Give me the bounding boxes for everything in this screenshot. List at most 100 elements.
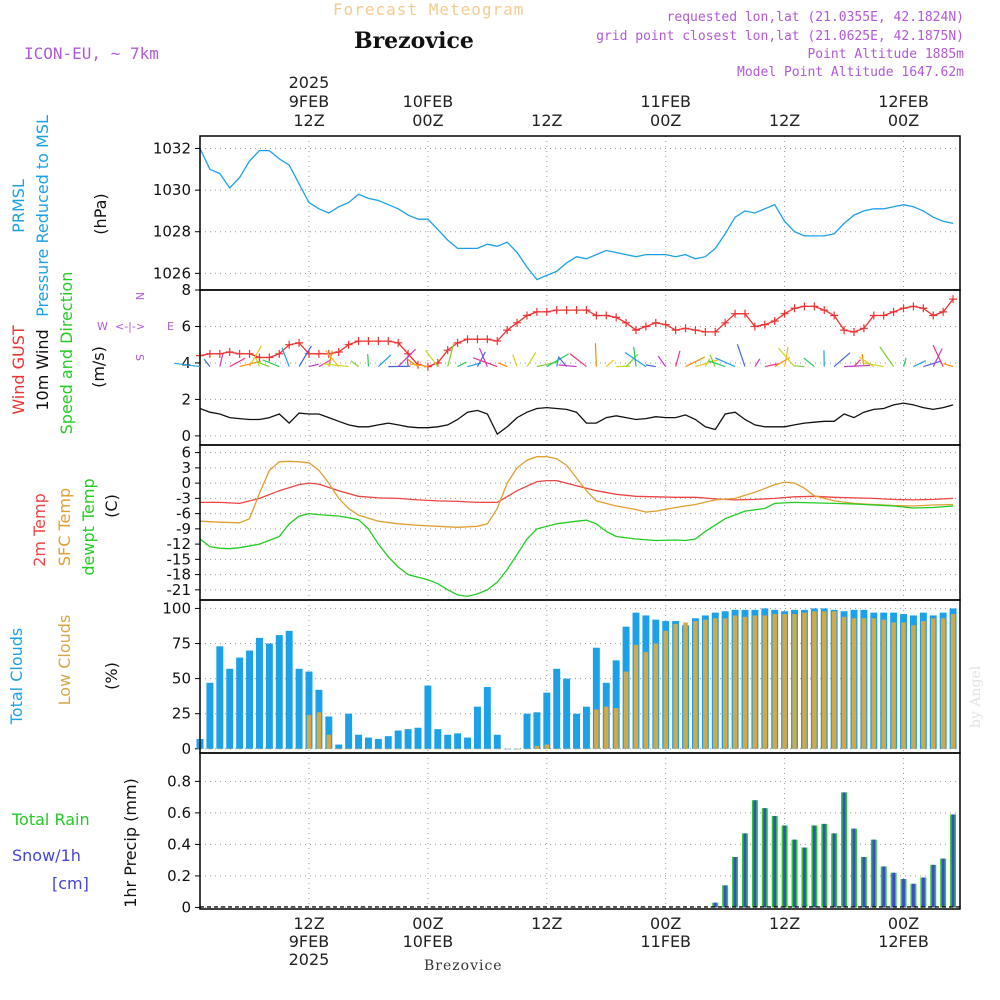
wind-arrow bbox=[203, 358, 211, 367]
bar-low-clouds bbox=[831, 611, 837, 749]
wind-arrow bbox=[709, 354, 716, 367]
bar-total-clouds bbox=[543, 692, 551, 749]
bar-low-clouds bbox=[693, 621, 698, 749]
panel-wind: 0 2 4 6 8 Wind GUST 10m Wind Speed and Directio… bbox=[9, 272, 961, 446]
bar-low-clouds bbox=[742, 616, 748, 749]
top-time-label: 10FEB bbox=[403, 92, 454, 111]
bar-low-clouds bbox=[604, 706, 609, 749]
panel-label: 1hr Precip (mm) bbox=[121, 778, 140, 908]
wind-arrow bbox=[478, 347, 488, 367]
wind-arrow bbox=[764, 363, 779, 368]
panel-temperature: 630-3-6-9-12-15-18-21 2m Temp SFC Temp dewp… bbox=[30, 444, 961, 601]
top-time-label: 12Z bbox=[293, 111, 324, 130]
gust-marker bbox=[760, 320, 769, 329]
gust-marker bbox=[473, 335, 482, 344]
wind-arrow bbox=[476, 351, 486, 367]
gust-marker bbox=[711, 327, 720, 336]
bar-low-clouds bbox=[405, 748, 411, 750]
wind-arrow bbox=[879, 346, 895, 367]
bar-snow-1h bbox=[882, 866, 886, 908]
y-tick-label: 0.2 bbox=[167, 867, 191, 885]
wind-direction-arrows bbox=[174, 343, 954, 368]
bar-low-clouds bbox=[931, 618, 936, 749]
panel-clouds: 0 25 50 75 100 Total Clouds Low Clouds (%) bbox=[7, 599, 961, 758]
gust-marker bbox=[205, 349, 214, 358]
panel-label: PRMSL bbox=[9, 179, 28, 233]
wind-arrow bbox=[594, 343, 597, 367]
bar-low-clouds bbox=[643, 651, 649, 749]
bar-total-clouds bbox=[553, 668, 561, 749]
compass-w: W bbox=[97, 320, 108, 333]
bar-low-clouds bbox=[504, 748, 510, 750]
compass-n: N bbox=[133, 292, 146, 300]
y-tick-label: 75 bbox=[172, 635, 191, 653]
bar-low-clouds bbox=[891, 622, 896, 749]
wind-arrow bbox=[862, 362, 884, 368]
wind-arrow bbox=[377, 354, 392, 368]
y-tick-label: 8 bbox=[181, 281, 191, 299]
bottom-time-label: 12Z bbox=[293, 914, 324, 933]
bar-low-clouds bbox=[326, 734, 332, 749]
panel-label: Total Clouds bbox=[7, 628, 26, 726]
gust-marker bbox=[750, 322, 759, 331]
y-tick-label: 0 bbox=[181, 427, 191, 445]
panel-label: 2m Temp bbox=[30, 493, 49, 567]
bar-low-clouds bbox=[415, 748, 421, 750]
bar-total-clouds bbox=[325, 716, 333, 749]
bar-low-clouds bbox=[812, 611, 817, 749]
wind-arrow bbox=[569, 353, 587, 368]
bar-total-clouds bbox=[394, 730, 402, 749]
gust-marker bbox=[701, 327, 710, 336]
gust-marker bbox=[592, 311, 601, 320]
bar-low-clouds bbox=[356, 748, 361, 750]
bar-low-clouds bbox=[921, 621, 926, 749]
panel-label: Total Rain bbox=[11, 810, 90, 829]
wind-arrow bbox=[902, 357, 907, 367]
panel-label: Low Clouds bbox=[55, 615, 74, 706]
y-tick-label: 25 bbox=[172, 705, 191, 723]
gust-marker bbox=[849, 327, 858, 336]
wind-arrow bbox=[932, 344, 944, 367]
wind-arrow bbox=[704, 358, 711, 367]
series-line bbox=[199, 148, 954, 281]
bar-total-clouds bbox=[592, 647, 600, 749]
wind-arrow bbox=[512, 354, 518, 367]
panel-label: Speed and Direction bbox=[57, 272, 76, 435]
bar-low-clouds bbox=[881, 619, 886, 749]
bar-total-clouds bbox=[523, 713, 531, 749]
gust-marker bbox=[790, 304, 799, 313]
bar-low-clouds bbox=[554, 748, 559, 750]
gust-marker bbox=[949, 295, 958, 304]
gust-marker bbox=[859, 324, 868, 333]
bar-total-clouds bbox=[345, 713, 353, 749]
bar-low-clouds bbox=[782, 614, 787, 749]
bar-total-clouds bbox=[384, 736, 392, 749]
compass-s: S bbox=[133, 354, 146, 361]
y-tick-label: -3 bbox=[176, 489, 191, 507]
wind-arrow bbox=[558, 364, 577, 368]
y-tick-label: 1032 bbox=[153, 139, 191, 157]
grid-coordinates: grid point closest lon,lat (21.0625E, 42… bbox=[596, 29, 964, 44]
bar-total-clouds bbox=[236, 657, 244, 749]
bar-total-clouds bbox=[255, 637, 263, 749]
bar-snow-1h bbox=[832, 833, 836, 908]
bar-low-clouds bbox=[514, 748, 520, 750]
panel-label: (%) bbox=[102, 662, 121, 690]
bar-snow-1h bbox=[812, 825, 816, 908]
y-tick-label: 0 bbox=[181, 740, 191, 758]
wind-arrow bbox=[262, 359, 280, 368]
bar-total-clouds bbox=[226, 668, 234, 749]
gust-marker bbox=[602, 311, 611, 320]
gust-marker bbox=[622, 318, 631, 327]
panel-label: (m/s) bbox=[89, 346, 108, 388]
bar-snow-1h bbox=[852, 828, 856, 908]
bar-total-clouds bbox=[424, 685, 432, 749]
wind-arrow bbox=[913, 360, 927, 368]
top-time-label: 00Z bbox=[888, 111, 919, 130]
gust-marker bbox=[661, 320, 670, 329]
bar-low-clouds bbox=[445, 748, 450, 750]
bar-low-clouds bbox=[237, 748, 242, 750]
gust-marker bbox=[840, 326, 849, 335]
gust-marker bbox=[295, 338, 304, 347]
bar-low-clouds bbox=[217, 748, 223, 750]
